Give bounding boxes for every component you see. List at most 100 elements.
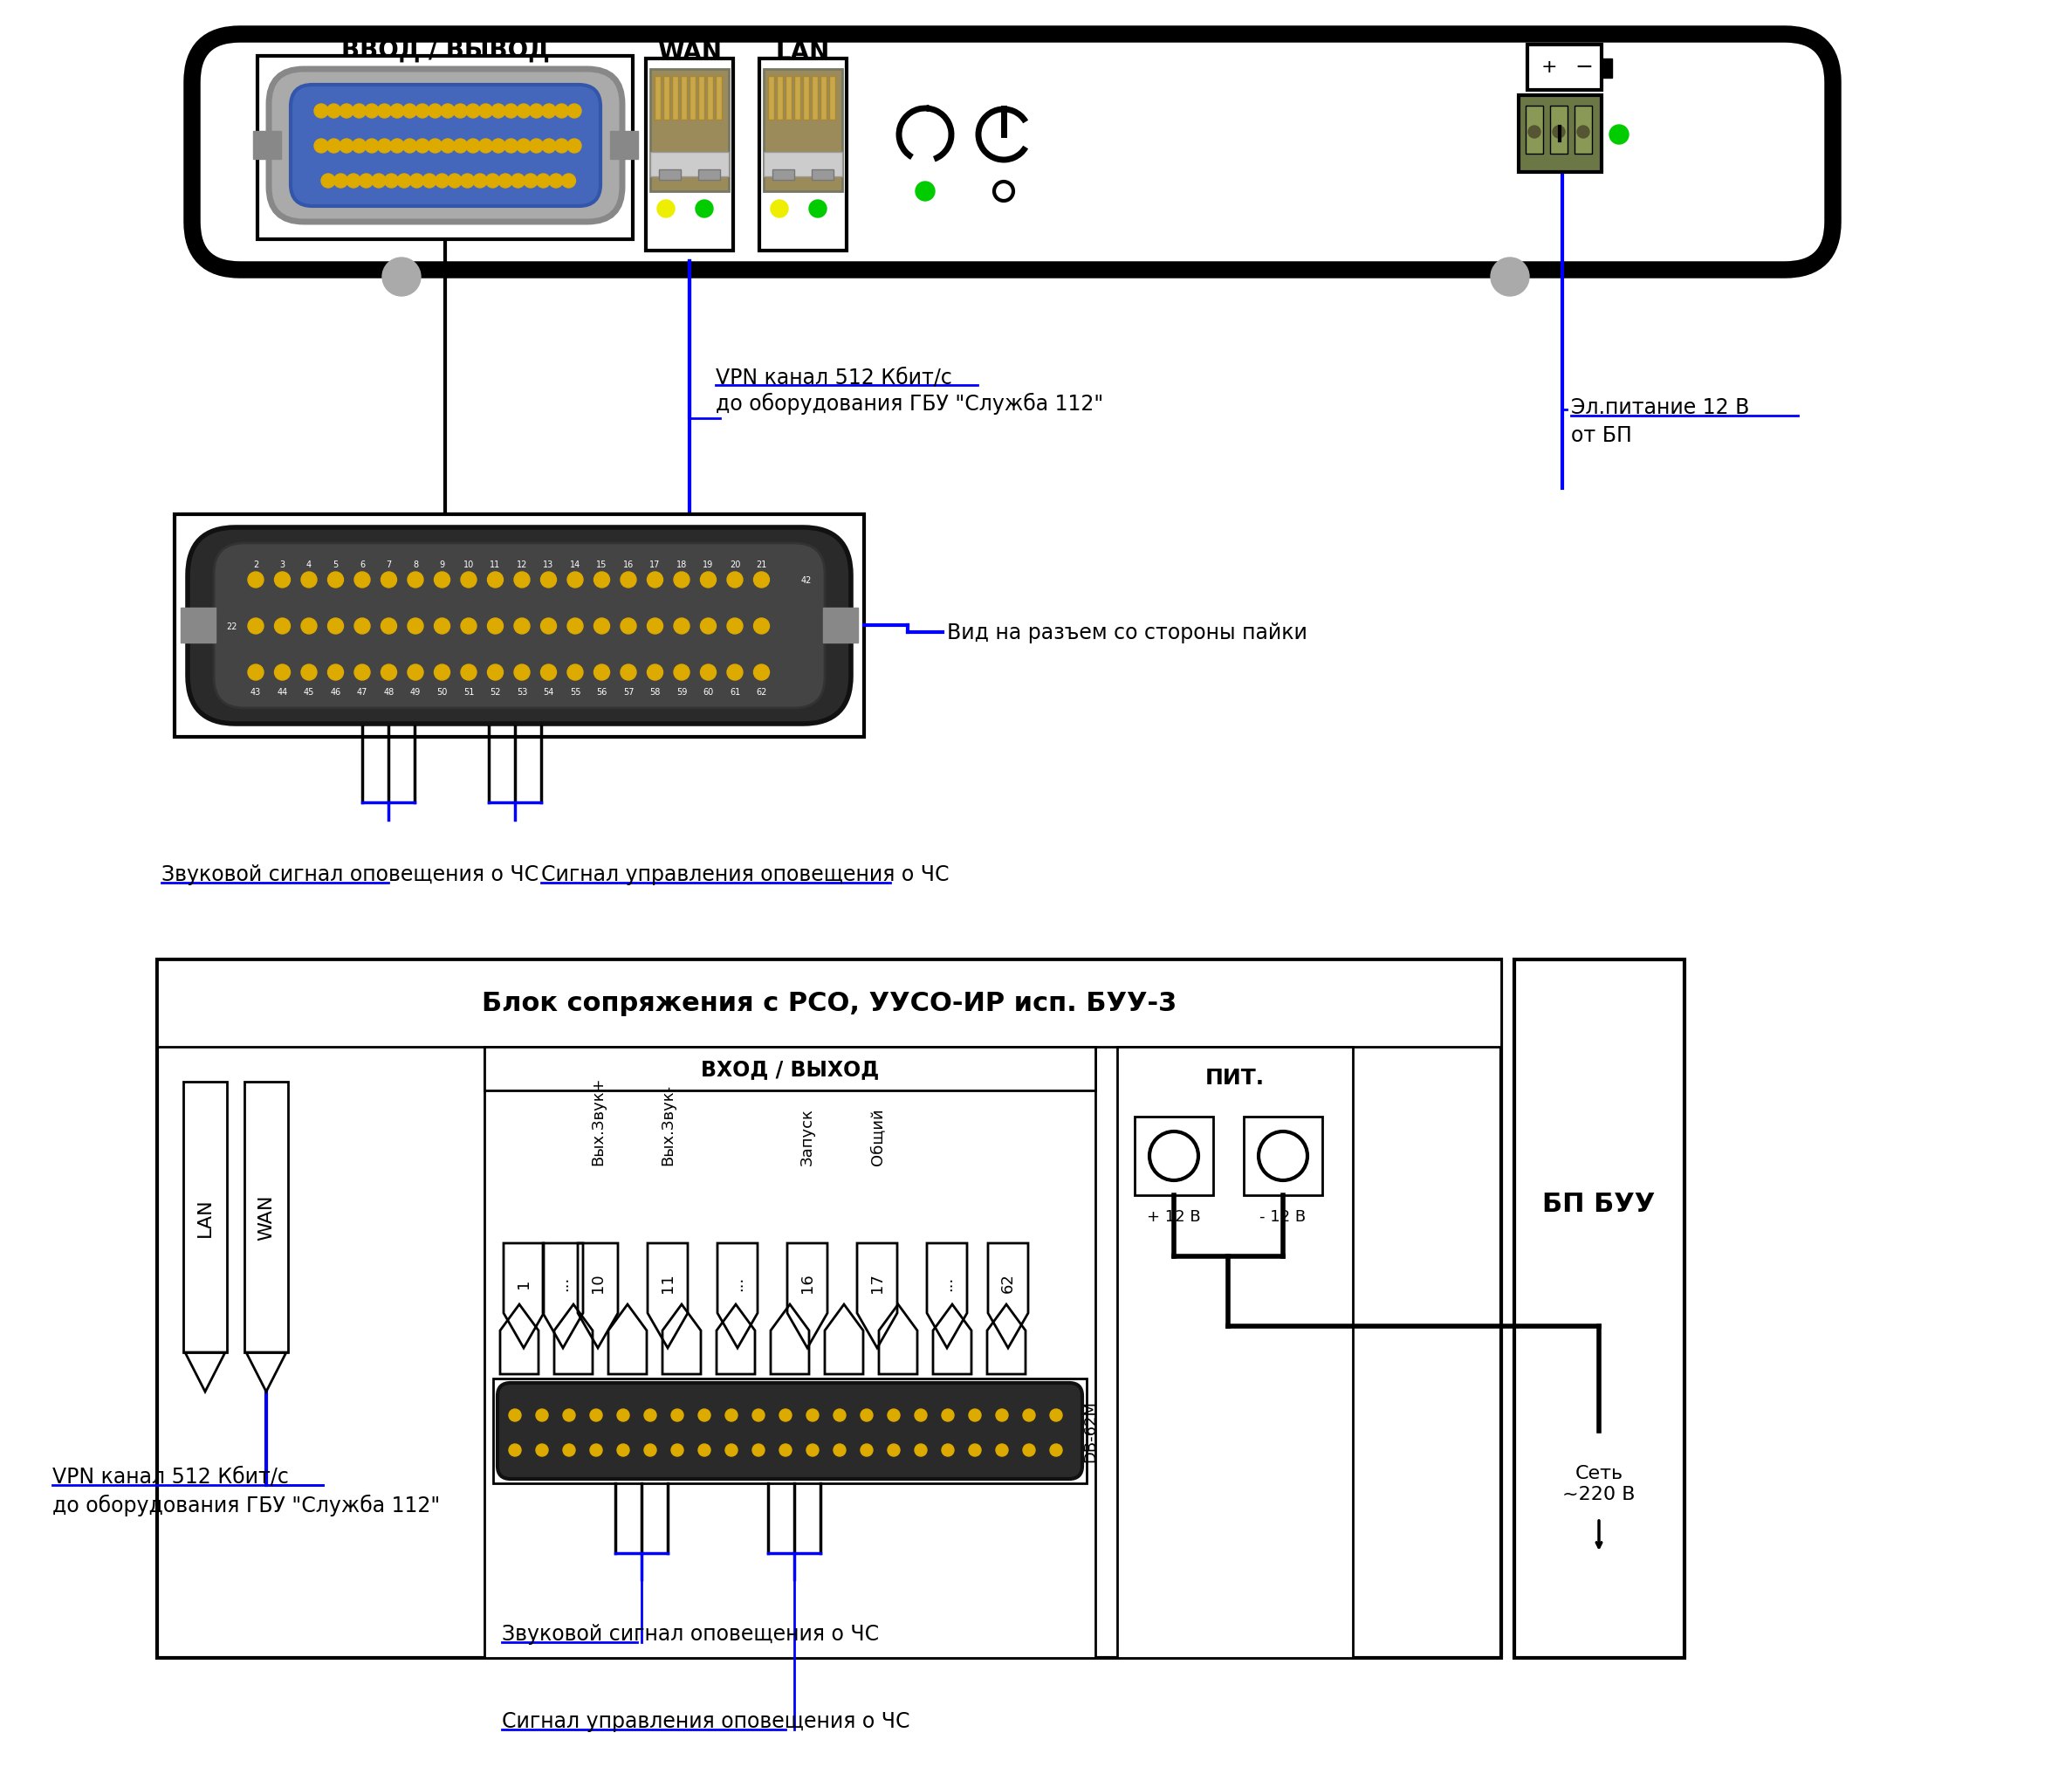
Circle shape [354, 665, 371, 681]
Circle shape [543, 105, 555, 119]
Circle shape [249, 573, 263, 589]
Bar [773, 170, 794, 181]
Circle shape [315, 105, 327, 119]
Circle shape [487, 665, 503, 681]
Circle shape [887, 1444, 899, 1456]
Text: Звуковой сигнал оповещения о ЧС: Звуковой сигнал оповещения о ЧС [162, 864, 539, 885]
Circle shape [510, 1409, 520, 1421]
FancyBboxPatch shape [213, 543, 825, 708]
Circle shape [700, 573, 717, 589]
Text: DB-62M: DB-62M [1082, 1400, 1098, 1462]
FancyBboxPatch shape [497, 1384, 1082, 1480]
Circle shape [408, 619, 423, 635]
Circle shape [1490, 259, 1529, 296]
Text: 2: 2 [253, 561, 259, 569]
Bar [758, 59, 847, 252]
Text: 50: 50 [437, 688, 448, 697]
Circle shape [354, 619, 371, 635]
Bar [651, 153, 729, 177]
Circle shape [514, 573, 530, 589]
FancyBboxPatch shape [189, 529, 852, 724]
Circle shape [568, 105, 582, 119]
Circle shape [479, 140, 493, 154]
Text: Запуск: Запуск [800, 1107, 814, 1166]
Text: 16: 16 [800, 1272, 814, 1293]
Text: +: + [1542, 59, 1558, 76]
Circle shape [441, 105, 454, 119]
Bar [244, 1082, 288, 1352]
Circle shape [460, 619, 477, 635]
Bar [646, 59, 733, 252]
Circle shape [541, 573, 557, 589]
Circle shape [673, 573, 690, 589]
Text: 19: 19 [702, 561, 713, 569]
Bar [1515, 960, 1685, 1659]
Circle shape [365, 105, 379, 119]
Circle shape [491, 105, 506, 119]
Circle shape [860, 1409, 872, 1421]
Circle shape [997, 1409, 1009, 1421]
Bar [651, 69, 729, 192]
Circle shape [416, 140, 429, 154]
Circle shape [398, 174, 410, 188]
Circle shape [595, 573, 609, 589]
Text: 15: 15 [597, 561, 607, 569]
Circle shape [429, 140, 441, 154]
Circle shape [408, 573, 423, 589]
Circle shape [381, 619, 396, 635]
Circle shape [381, 573, 396, 589]
Circle shape [914, 1444, 926, 1456]
FancyBboxPatch shape [193, 35, 1834, 270]
Bar [1117, 1047, 1353, 1659]
Text: 61: 61 [729, 688, 740, 697]
Circle shape [698, 1444, 711, 1456]
Circle shape [381, 665, 396, 681]
Circle shape [371, 174, 385, 188]
Text: 60: 60 [702, 688, 713, 697]
Bar [812, 76, 818, 121]
Circle shape [1051, 1444, 1063, 1456]
Circle shape [512, 174, 524, 188]
Circle shape [1610, 126, 1629, 145]
Text: 17: 17 [651, 561, 661, 569]
Text: 56: 56 [597, 688, 607, 697]
Bar [174, 514, 864, 738]
Bar [663, 76, 669, 121]
Circle shape [537, 1409, 549, 1421]
Text: LAN: LAN [197, 1197, 213, 1236]
Circle shape [1051, 1409, 1063, 1421]
Text: 46: 46 [329, 688, 342, 697]
Circle shape [543, 140, 555, 154]
Circle shape [365, 140, 379, 154]
Circle shape [327, 140, 340, 154]
Circle shape [644, 1409, 657, 1421]
Text: 53: 53 [516, 688, 528, 697]
Bar [785, 76, 792, 121]
Circle shape [510, 1444, 520, 1456]
Bar [812, 170, 833, 181]
Bar [1243, 1118, 1322, 1196]
Circle shape [752, 1444, 765, 1456]
Text: 3: 3 [280, 561, 286, 569]
Text: Эл.питание 12 В: Эл.питание 12 В [1571, 397, 1749, 419]
Circle shape [1552, 126, 1564, 138]
Circle shape [754, 573, 769, 589]
Circle shape [249, 619, 263, 635]
Circle shape [390, 105, 404, 119]
Circle shape [617, 1409, 630, 1421]
Circle shape [752, 1409, 765, 1421]
Text: Вых.Звук-: Вых.Звук- [659, 1084, 675, 1166]
Circle shape [503, 105, 518, 119]
Circle shape [315, 140, 327, 154]
Circle shape [644, 1444, 657, 1456]
Text: Звуковой сигнал оповещения о ЧС: Звуковой сигнал оповещения о ЧС [501, 1623, 879, 1644]
Circle shape [514, 665, 530, 681]
Bar [1550, 106, 1569, 154]
Text: −: − [1575, 57, 1593, 78]
Circle shape [914, 1409, 926, 1421]
Circle shape [673, 619, 690, 635]
Circle shape [617, 1444, 630, 1456]
Bar [821, 76, 827, 121]
Circle shape [402, 140, 416, 154]
Text: 57: 57 [624, 688, 634, 697]
